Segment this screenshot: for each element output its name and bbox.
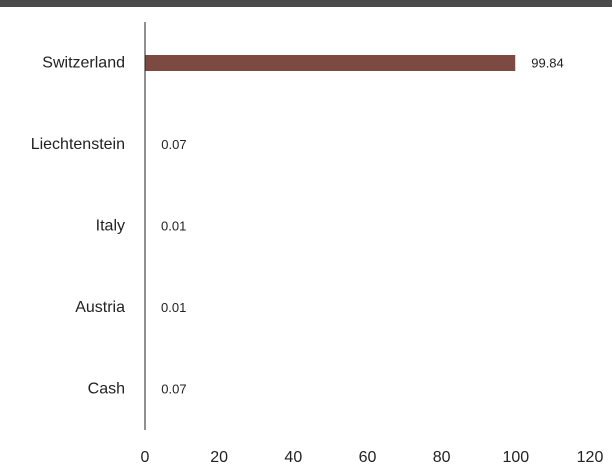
category-labels: Switzerland Liechtenstein Italy Austria Cash: [31, 55, 125, 398]
category-label-liechtenstein: Liechtenstein: [31, 136, 125, 153]
data-labels: 99.84 0.07 0.01 0.01 0.07: [161, 56, 564, 397]
category-label-cash: Cash: [88, 381, 125, 398]
x-tick-labels: 0 20 40 60 80 100 120: [141, 449, 604, 466]
category-label-switzerland: Switzerland: [42, 55, 125, 72]
x-tick-label-20: 20: [210, 449, 228, 466]
data-label-italy: 0.01: [161, 219, 186, 234]
data-label-austria: 0.01: [161, 300, 186, 315]
data-label-liechtenstein: 0.07: [161, 137, 186, 152]
x-tick-label-120: 120: [577, 449, 604, 466]
data-label-cash: 0.07: [161, 382, 186, 397]
header-rule: [0, 0, 612, 7]
x-tick-label-80: 80: [433, 449, 451, 466]
x-tick-label-100: 100: [502, 449, 529, 466]
category-label-austria: Austria: [75, 299, 125, 316]
bar-switzerland: [145, 55, 516, 71]
x-tick-label-60: 60: [359, 449, 377, 466]
bars-group: [145, 55, 516, 397]
category-label-italy: Italy: [96, 218, 125, 235]
data-label-switzerland: 99.84: [531, 56, 564, 71]
x-tick-label-40: 40: [284, 449, 302, 466]
x-tick-label-0: 0: [141, 449, 150, 466]
